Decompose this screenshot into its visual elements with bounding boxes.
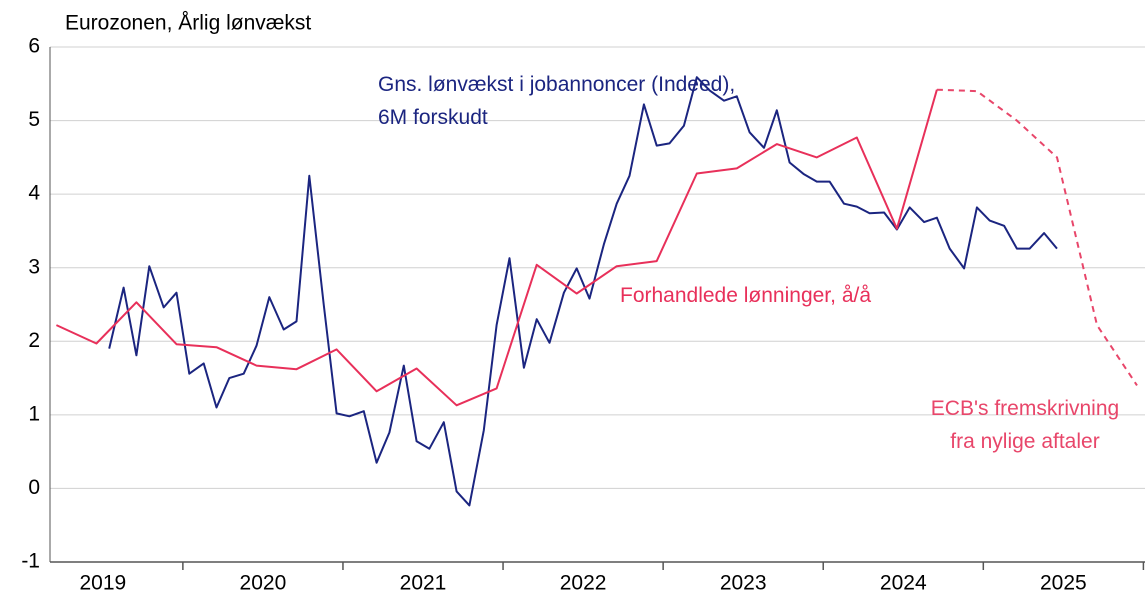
y-tick-label: 2	[28, 329, 40, 352]
x-tick-label: 2022	[560, 572, 607, 595]
series-label: ECB's fremskrivning fra nylige aftaler	[931, 397, 1119, 453]
y-tick-label: -1	[21, 550, 40, 573]
series-label: Gns. lønvækst i jobannoncer (Indeed), 6M …	[378, 73, 735, 129]
series-line	[55, 89, 938, 407]
y-tick-label: 5	[28, 108, 40, 131]
x-tick-label: 2025	[1040, 572, 1087, 595]
y-tick-label: 3	[28, 255, 40, 278]
chart-title: Eurozonen, Årlig lønvækst	[65, 12, 311, 35]
x-tick-label: 2020	[240, 572, 287, 595]
y-tick-label: 1	[28, 402, 40, 425]
series-line	[936, 88, 1138, 386]
y-tick-label: 0	[28, 476, 40, 499]
y-tick-label: 4	[28, 182, 40, 205]
series-line	[108, 76, 1058, 507]
x-tick-label: 2024	[880, 572, 927, 595]
series-label: Forhandlede lønninger, å/å	[620, 284, 871, 307]
x-tick-label: 2021	[400, 572, 447, 595]
x-tick-label: 2019	[79, 572, 126, 595]
y-tick-label: 6	[28, 35, 40, 58]
x-tick-label: 2023	[720, 572, 767, 595]
